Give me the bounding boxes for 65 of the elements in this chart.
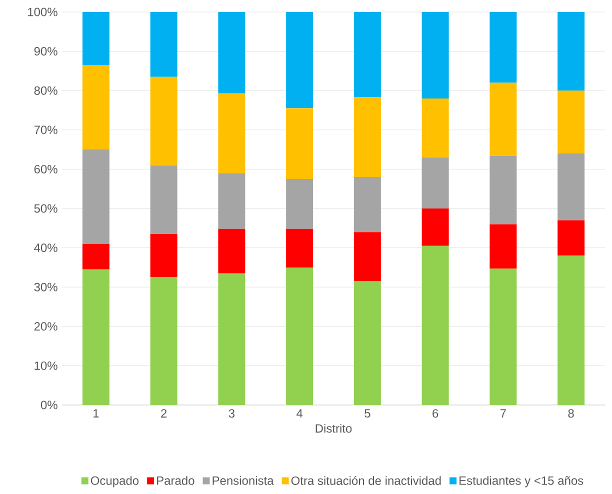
bar [82, 244, 110, 270]
legend-label: Estudiantes y <15 años [460, 476, 584, 488]
bar [558, 220, 585, 256]
bar [422, 157, 449, 208]
bar [354, 12, 381, 98]
bar [218, 228, 246, 274]
legend-label: Otra situación de inactividad [291, 476, 441, 485]
y-tick-label: 80% [34, 86, 58, 95]
bar [286, 179, 314, 229]
bar [490, 82, 517, 156]
legend-label: Ocupado [90, 476, 139, 488]
x-tick-label: 7 [500, 409, 506, 418]
y-tick-label: 10% [34, 361, 58, 370]
bar [218, 173, 246, 229]
bar [490, 156, 517, 224]
y-tick-label: 100% [28, 8, 58, 16]
bar [558, 153, 585, 220]
bar [354, 281, 381, 405]
bar [422, 246, 449, 405]
bar [422, 208, 449, 246]
x-tick-label: 6 [432, 409, 438, 418]
bar [150, 76, 178, 166]
bar [286, 12, 314, 108]
bar [82, 269, 110, 405]
bar [558, 12, 585, 91]
y-tick-label: 30% [34, 282, 58, 292]
bar [82, 150, 110, 244]
bar [490, 12, 517, 83]
y-tick-label: 70% [34, 126, 58, 134]
bar [218, 273, 246, 405]
y-tick-label: 20% [34, 322, 58, 331]
y-tick-label: 0% [40, 400, 58, 410]
x-tick-label: 3 [228, 409, 234, 418]
bar [150, 234, 178, 278]
x-tick-label: 1 [94, 409, 99, 418]
bar [490, 268, 517, 405]
bar [354, 232, 381, 282]
bar [354, 177, 381, 232]
legend-label: Pensionista [212, 476, 274, 485]
bar [286, 267, 314, 405]
x-tick-label: 5 [364, 409, 370, 418]
bar [558, 256, 585, 405]
bar [422, 12, 449, 98]
bar [218, 12, 246, 94]
x-axis-title: Distrito [316, 424, 352, 433]
bar [286, 228, 314, 268]
bar [422, 98, 449, 158]
bar [558, 90, 585, 154]
x-tick-label: 2 [161, 409, 167, 418]
legend-label: Parado [157, 476, 194, 485]
bar [354, 97, 381, 178]
bar [286, 108, 314, 180]
bar [150, 165, 178, 234]
y-tick-label: 50% [34, 204, 58, 213]
x-tick-label: 4 [296, 409, 303, 418]
bar [490, 224, 517, 269]
bar [82, 65, 110, 150]
bar [218, 93, 246, 174]
x-tick-label: 8 [568, 409, 574, 418]
y-tick-label: 60% [34, 164, 58, 174]
bar [82, 12, 110, 66]
y-tick-label: 90% [34, 47, 58, 56]
bar [150, 277, 178, 405]
bar [150, 12, 178, 77]
y-tick-label: 40% [34, 244, 58, 252]
